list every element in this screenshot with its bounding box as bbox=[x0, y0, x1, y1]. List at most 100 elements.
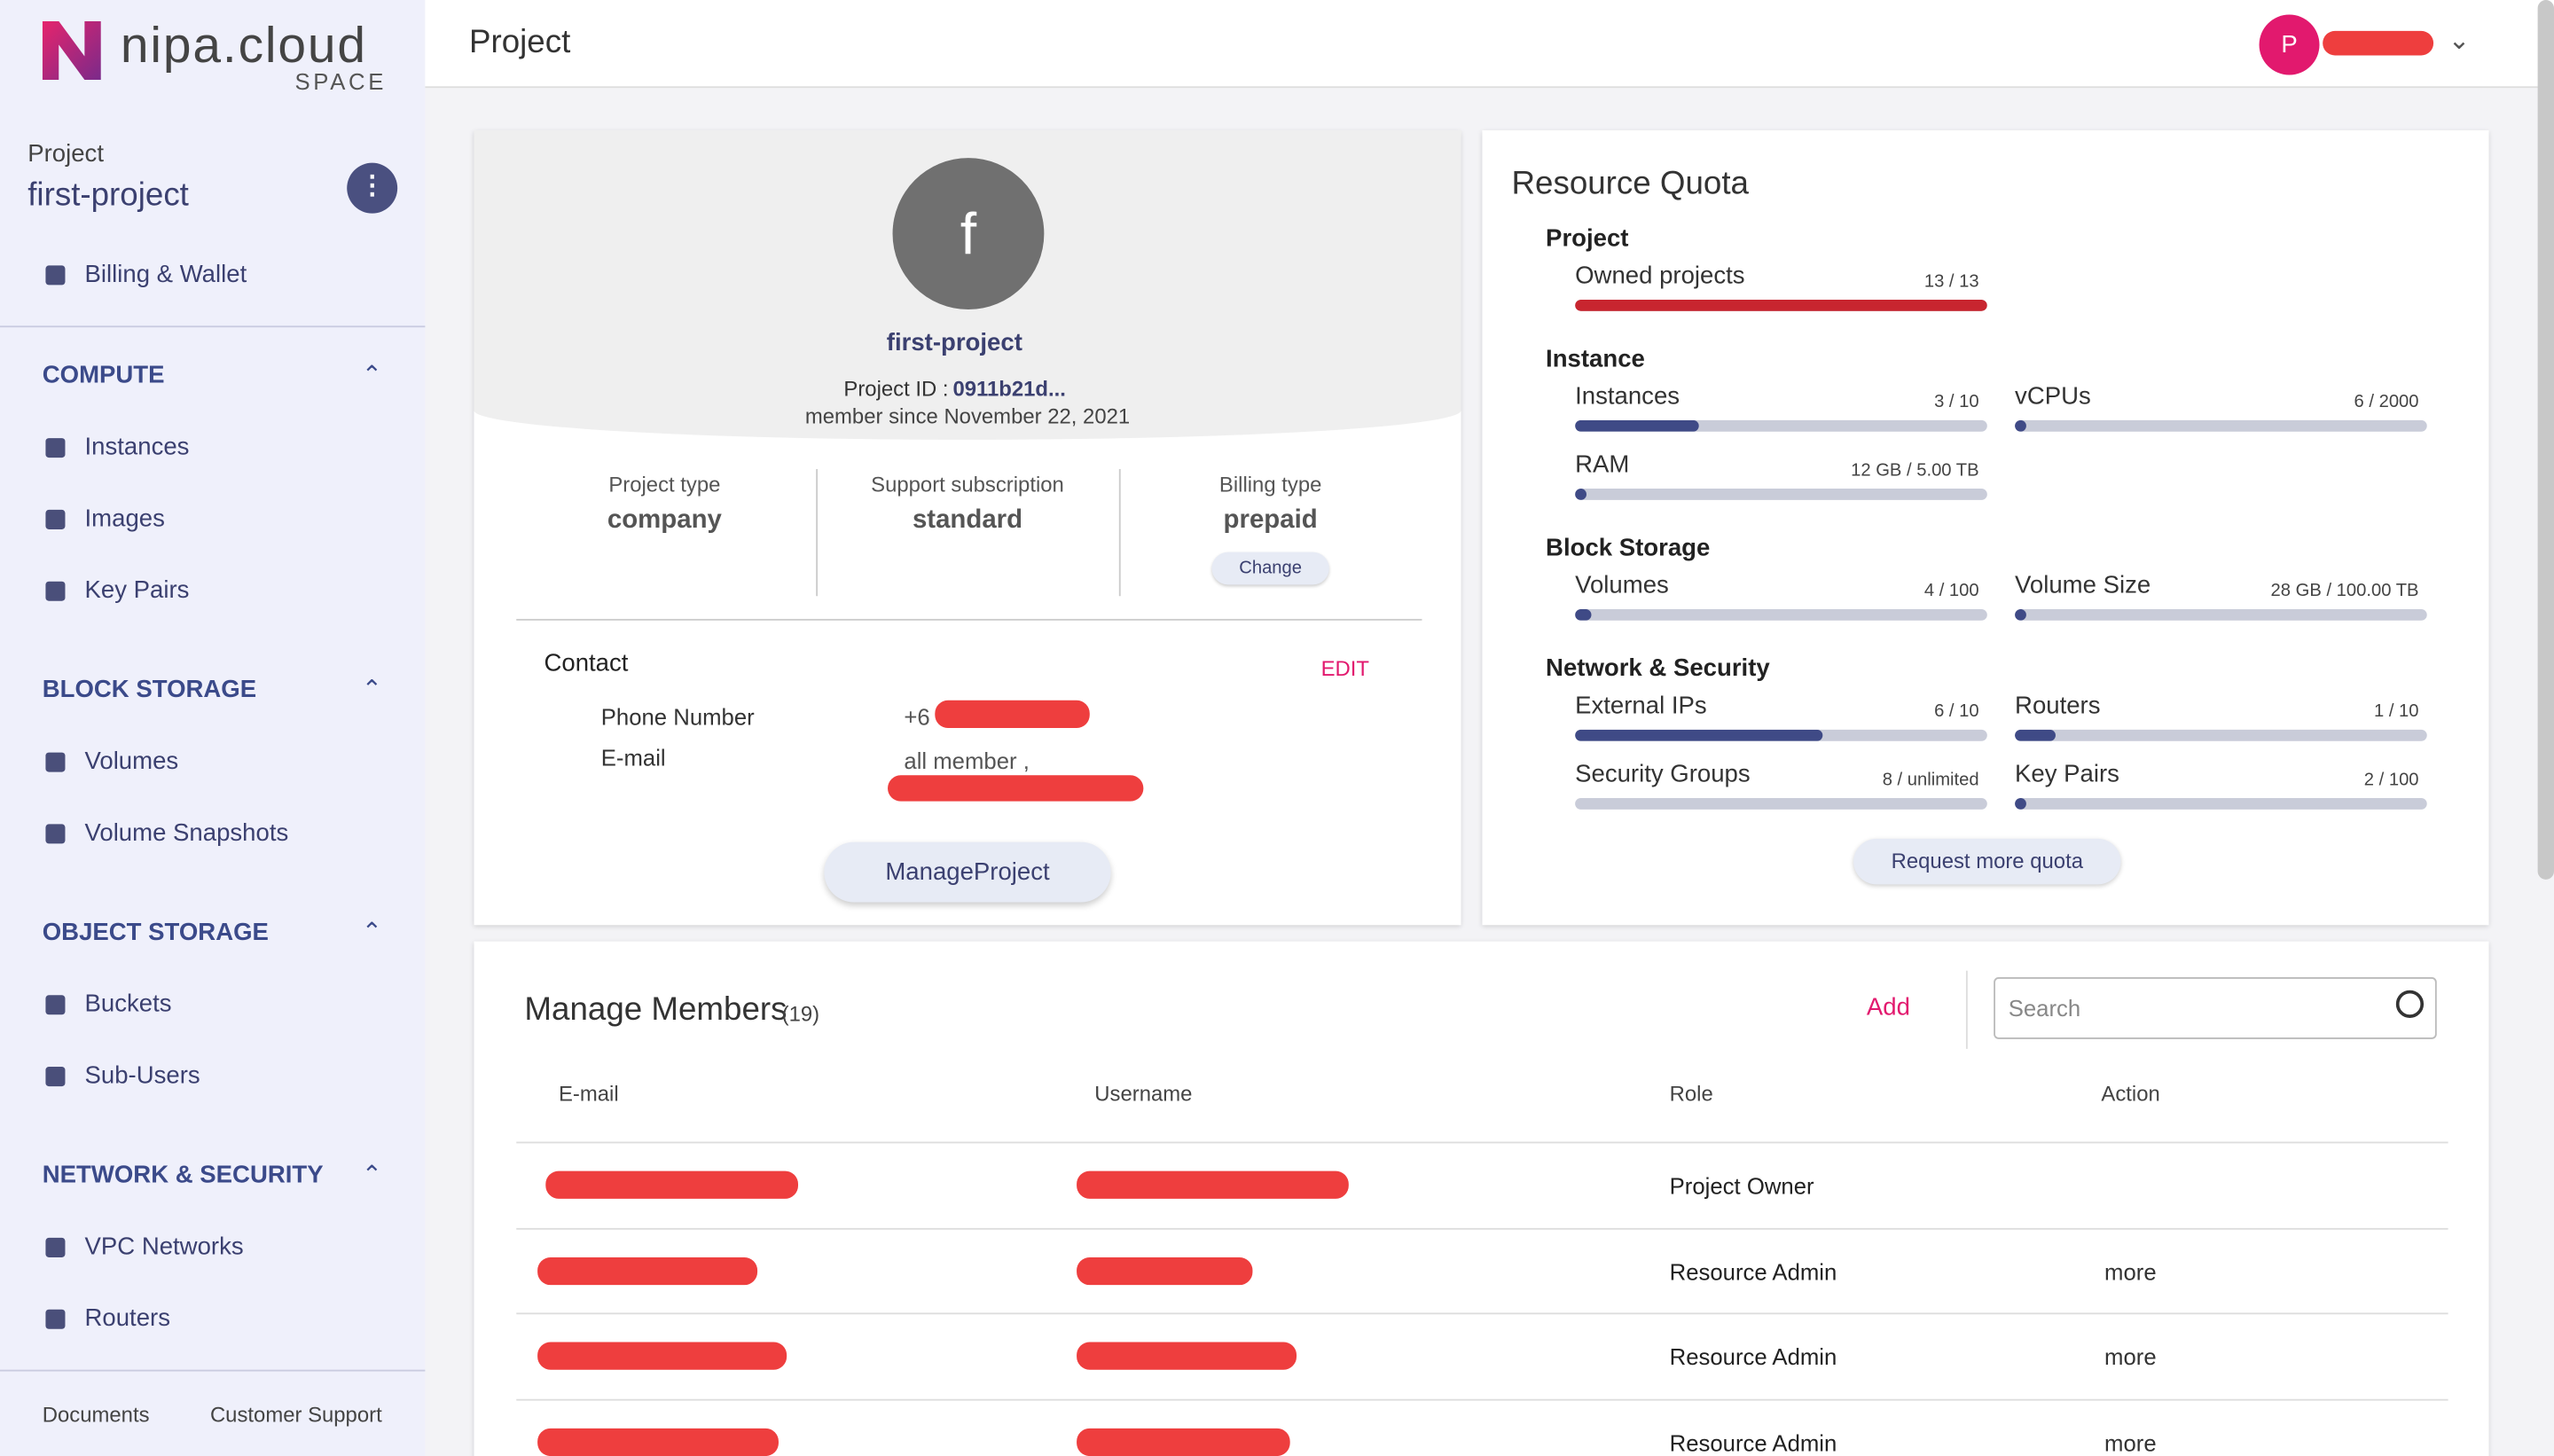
redacted bbox=[1077, 1256, 1253, 1285]
change-button[interactable]: Change bbox=[1211, 552, 1329, 585]
quota-usage: 12 GB / 5.00 TB bbox=[1851, 460, 1979, 481]
nav-item[interactable]: Buckets bbox=[84, 990, 172, 1018]
collapse-icon[interactable]: ⌄ bbox=[361, 358, 382, 387]
user-menu[interactable]: ⌄ bbox=[2448, 27, 2471, 56]
quota-group: Project bbox=[1546, 224, 1629, 253]
nav-section[interactable]: OBJECT STORAGE bbox=[42, 918, 269, 947]
nav-item[interactable]: Billing & Wallet bbox=[84, 260, 247, 289]
quota-usage: 1 / 10 bbox=[2373, 701, 2419, 722]
quota-usage: 4 / 100 bbox=[1923, 581, 1979, 601]
quota-fill bbox=[2015, 729, 2057, 741]
quota-fill bbox=[1575, 489, 1586, 500]
project-card: f first-project Project ID : 0911b21d...… bbox=[474, 129, 1461, 926]
column-header: Username bbox=[1094, 1081, 1193, 1107]
info-label: Project type bbox=[608, 472, 721, 497]
quota-usage: 6 / 2000 bbox=[2354, 392, 2419, 412]
nav-icon bbox=[45, 438, 66, 458]
divider bbox=[1118, 468, 1121, 597]
header bbox=[425, 0, 2554, 89]
quota-bar bbox=[2015, 729, 2427, 741]
action-button[interactable]: more bbox=[2104, 1429, 2157, 1456]
nav-item[interactable]: Volume Snapshots bbox=[84, 818, 289, 848]
divider bbox=[816, 468, 819, 597]
quota-fill bbox=[1575, 299, 1987, 311]
divider bbox=[1965, 970, 1968, 1049]
info-value: company bbox=[607, 506, 722, 535]
row-divider bbox=[516, 1397, 2448, 1400]
column-header: E-mail bbox=[559, 1081, 619, 1107]
search-box[interactable]: Search bbox=[1994, 977, 2437, 1039]
nav-item[interactable]: Key Pairs bbox=[84, 576, 190, 605]
quota-bar bbox=[2015, 419, 2427, 432]
quota-bar bbox=[1575, 419, 1987, 432]
nav-item[interactable]: Volumes bbox=[84, 748, 179, 776]
footer-link[interactable]: Customer Support bbox=[209, 1402, 382, 1427]
redacted bbox=[1077, 1427, 1290, 1456]
role: Resource Admin bbox=[1669, 1257, 1837, 1285]
collapse-icon[interactable]: ⌄ bbox=[361, 915, 382, 943]
action-button[interactable]: more bbox=[2104, 1257, 2157, 1285]
quota-fill bbox=[1575, 729, 1822, 741]
nav-section[interactable]: NETWORK & SECURITY bbox=[42, 1161, 324, 1189]
quota-label: Volume Size bbox=[2015, 571, 2151, 599]
nav-icon bbox=[45, 995, 66, 1015]
nav-item[interactable]: Images bbox=[84, 505, 165, 533]
quota-fill bbox=[2015, 798, 2026, 810]
email: all member , bbox=[904, 748, 1030, 774]
column-header: Action bbox=[2101, 1081, 2160, 1107]
sidebar bbox=[0, 0, 426, 1456]
quota-label: RAM bbox=[1575, 450, 1630, 480]
collapse-icon[interactable]: ⌄ bbox=[361, 1157, 382, 1186]
project-name: first-project bbox=[27, 177, 189, 214]
quota-bar bbox=[1575, 608, 1987, 621]
nav-icon bbox=[45, 752, 66, 772]
redacted bbox=[537, 1342, 787, 1370]
quota-title: Resource Quota bbox=[1511, 166, 1749, 202]
quota-label: Key Pairs bbox=[2015, 760, 2119, 788]
row-divider bbox=[516, 1226, 2448, 1229]
nav-section[interactable]: BLOCK STORAGE bbox=[42, 676, 257, 704]
divider bbox=[516, 618, 1422, 621]
project-menu[interactable]: ⋮ bbox=[347, 162, 398, 214]
quota-label: Routers bbox=[2015, 692, 2101, 720]
quota-bar bbox=[1575, 299, 1987, 311]
action-button[interactable]: more bbox=[2104, 1343, 2157, 1370]
footer-link[interactable]: Documents bbox=[42, 1402, 150, 1427]
quota-usage: 2 / 100 bbox=[2363, 770, 2419, 790]
contact-title: Contact bbox=[544, 649, 629, 678]
member-since: member since November 22, 2021 bbox=[804, 403, 1131, 429]
divider bbox=[0, 325, 426, 328]
quota-label: vCPUs bbox=[2015, 382, 2091, 411]
nav-item[interactable]: Instances bbox=[84, 433, 190, 461]
redacted bbox=[1077, 1170, 1349, 1199]
request-button[interactable]: Request more quota bbox=[1853, 838, 2121, 885]
quota-usage: 6 / 10 bbox=[1934, 701, 1979, 722]
redacted bbox=[537, 1427, 779, 1456]
avatar[interactable]: P bbox=[2259, 14, 2320, 75]
quota-fill bbox=[1575, 608, 1592, 621]
quota-group: Block Storage bbox=[1546, 534, 1711, 562]
project-label: Project bbox=[27, 139, 104, 168]
nav-item[interactable]: Routers bbox=[84, 1304, 170, 1333]
search-icon[interactable] bbox=[2395, 990, 2425, 1018]
add-button[interactable]: Add bbox=[1866, 993, 1910, 1022]
quota-fill bbox=[1575, 419, 1699, 432]
collapse-icon[interactable]: ⌄ bbox=[361, 672, 382, 701]
phone: +6 bbox=[904, 703, 930, 730]
nav-item[interactable]: Sub-Users bbox=[84, 1061, 200, 1090]
nav-icon bbox=[45, 824, 66, 844]
edit-button[interactable]: EDIT bbox=[1320, 656, 1370, 681]
logo: nipa.cloud bbox=[120, 16, 367, 74]
divider bbox=[0, 1369, 426, 1372]
role: Resource Admin bbox=[1669, 1343, 1837, 1370]
nav-section[interactable]: COMPUTE bbox=[42, 361, 165, 389]
nav-item[interactable]: VPC Networks bbox=[84, 1233, 244, 1261]
project-name: first-project bbox=[886, 329, 1022, 357]
manage-button[interactable]: ManageProject bbox=[824, 842, 1111, 903]
quota-label: Instances bbox=[1575, 382, 1680, 411]
scrollbar bbox=[2537, 0, 2554, 880]
redacted bbox=[2323, 30, 2434, 56]
redacted bbox=[1077, 1342, 1297, 1370]
quota-label: Security Groups bbox=[1575, 760, 1751, 788]
